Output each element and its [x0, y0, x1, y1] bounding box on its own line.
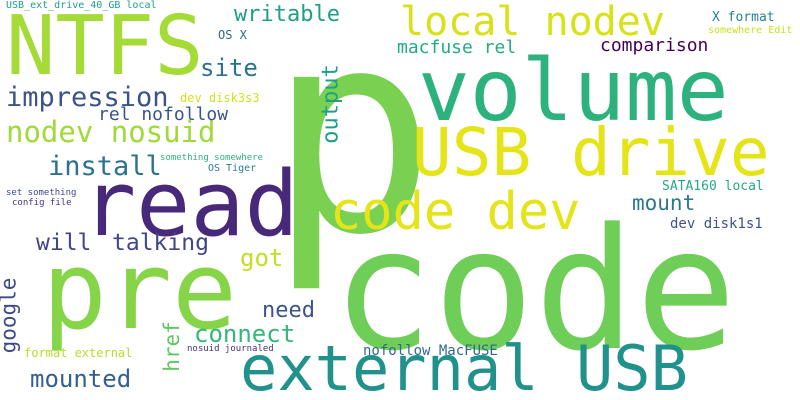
word-code-dev: code dev	[330, 182, 581, 242]
word-something-somewhere: something somewhere	[160, 153, 263, 163]
word-code: code	[332, 192, 737, 388]
word-mounted: google	[0, 277, 21, 354]
word-config-file: config file	[12, 198, 72, 208]
word-mount: mount	[632, 191, 696, 215]
word-external-usb: external USB	[240, 332, 688, 400]
word-google: mounted	[30, 365, 132, 393]
word-href: href	[159, 321, 184, 372]
word-local-nodev: local nodev	[400, 0, 665, 45]
word-ntfs: NTFS	[6, 0, 204, 94]
word-set-something: set something	[6, 188, 77, 198]
word-install: install	[48, 151, 162, 182]
word-format-external: format external	[24, 346, 133, 360]
word-usb-drive: USB drive	[412, 114, 770, 191]
word-output: output	[318, 64, 344, 144]
word-macfuse-rel: macfuse rel	[397, 37, 517, 58]
word-usb-ext-drive-local: USB_ext_drive_40_GB local	[6, 0, 157, 11]
word-dev-disk1s1: dev disk1s1	[670, 216, 763, 232]
word-writable: writable	[234, 2, 340, 27]
word-impression: impression	[6, 82, 169, 113]
word-read: read	[82, 152, 299, 257]
word-os-tiger: OS Tiger	[208, 163, 257, 174]
word-site: site	[200, 54, 258, 82]
word-sata160-local: SATA160 local	[662, 179, 764, 194]
word-pre: pre	[42, 229, 238, 354]
word-p: p	[268, 0, 437, 297]
word-comparison: comparison	[600, 35, 709, 56]
word-talking: talking	[112, 230, 209, 256]
word-got: got	[240, 244, 284, 272]
word-nofollow-macfuse: nofollow MacFUSE	[363, 343, 498, 359]
word-rel-nofollow: rel nofollow	[98, 104, 229, 125]
word-nosuid-journaled: nosuid journaled	[187, 344, 274, 354]
word-dev-disk3s3: dev disk3s3	[180, 91, 260, 105]
word-nodev-nosuid: nodev nosuid	[6, 115, 216, 149]
word-need: need	[262, 298, 315, 323]
word-os-x: OS X	[218, 28, 247, 42]
word-somewhere-edit: somewhere Edit	[708, 25, 793, 36]
word-will: will	[36, 230, 92, 256]
word-connect: connect	[194, 320, 296, 348]
word-x-format: X format	[712, 10, 775, 25]
word-volume: volume	[418, 41, 729, 141]
